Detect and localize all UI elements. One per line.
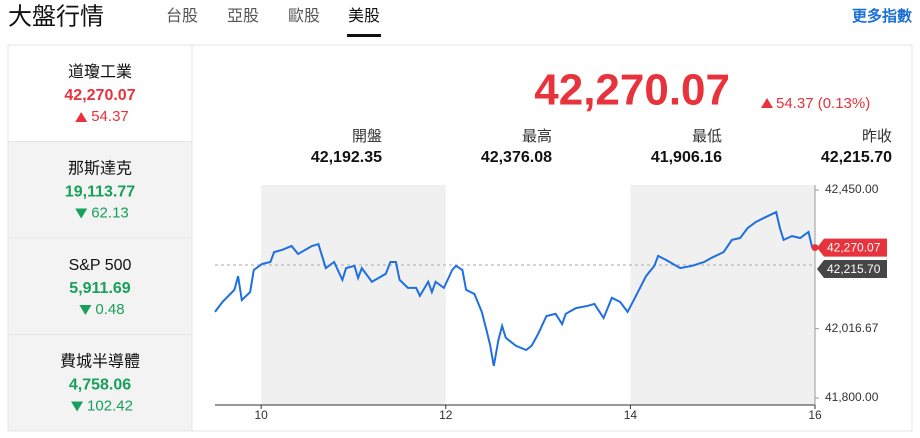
y-tick-label: 41,800.00 <box>825 390 879 404</box>
tab[interactable]: 台股 <box>166 7 198 25</box>
index-price: 5,911.69 <box>69 280 131 297</box>
index-name: 費城半導體 <box>60 352 140 371</box>
x-tick-label: 10 <box>254 408 268 422</box>
index-name: 道瓊工業 <box>68 63 132 81</box>
x-tick-label: 14 <box>624 408 638 422</box>
sidebar-item[interactable] <box>7 141 193 239</box>
stat-value: 42,192.35 <box>311 149 382 166</box>
day-shading <box>630 185 815 405</box>
tab[interactable]: 美股 <box>348 7 380 25</box>
index-price: 19,113.77 <box>65 184 135 201</box>
change-arrow <box>79 305 92 315</box>
change-arrow <box>71 401 84 412</box>
stat-label: 最低 <box>692 128 722 145</box>
price-tag <box>817 238 887 257</box>
last-point <box>811 244 819 252</box>
widget-title: 大盤行情 <box>8 3 104 30</box>
index-change: 0.48 <box>95 301 124 318</box>
tab-underline <box>347 34 381 37</box>
x-tick-label: 12 <box>439 408 453 422</box>
stat-label: 最高 <box>522 128 552 145</box>
index-change: 102.42 <box>87 397 133 414</box>
stat-value: 42,215.70 <box>821 149 892 166</box>
sidebar-item[interactable] <box>7 237 193 335</box>
index-change: 54.37 <box>91 108 129 125</box>
day-shading <box>261 185 446 405</box>
main-change-arrow <box>761 98 773 108</box>
price-line <box>214 210 814 367</box>
more-link[interactable]: 更多指數 <box>852 7 912 25</box>
stat-value: 41,906.16 <box>651 149 722 166</box>
price-tag <box>817 259 887 278</box>
x-tick-label: 16 <box>808 408 822 422</box>
stat-label: 開盤 <box>352 128 382 145</box>
index-name: 那斯達克 <box>68 160 132 178</box>
stat-label: 昨收 <box>862 128 892 145</box>
stat-value: 42,376.08 <box>481 149 552 166</box>
y-tick-label: 42,016.67 <box>825 321 879 335</box>
change-arrow <box>75 208 88 219</box>
index-price: 42,270.07 <box>64 87 135 104</box>
tab[interactable]: 亞股 <box>227 7 259 25</box>
main-change: 54.37 (0.13%) <box>776 95 870 112</box>
tab[interactable]: 歐股 <box>288 7 320 25</box>
index-price: 4,758.06 <box>69 377 131 394</box>
sidebar-item[interactable] <box>7 334 193 432</box>
y-tick-label: 42,450.00 <box>825 182 879 196</box>
main-price: 42,270.07 <box>534 66 730 115</box>
price-tag-label: 42,270.07 <box>827 241 881 255</box>
change-arrow <box>75 112 88 122</box>
index-name: S&P 500 <box>69 257 132 274</box>
sidebar-item[interactable] <box>7 44 193 142</box>
index-change: 62.13 <box>91 204 129 221</box>
price-tag-label: 42,215.70 <box>827 262 881 276</box>
